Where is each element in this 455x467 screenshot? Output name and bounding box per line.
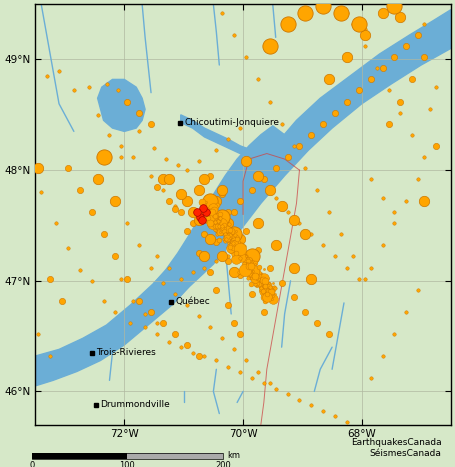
Text: 100: 100 (120, 461, 135, 467)
Text: Trois-Rivieres: Trois-Rivieres (96, 348, 156, 357)
Text: EarthquakesCanada
SéismesCanada: EarthquakesCanada SéismesCanada (351, 438, 441, 458)
Text: Drummondville: Drummondville (101, 400, 170, 409)
Polygon shape (181, 115, 252, 159)
Polygon shape (154, 126, 291, 305)
Text: km: km (228, 451, 241, 460)
Text: Chicoutimi-Jonquiere: Chicoutimi-Jonquiere (184, 118, 279, 127)
Polygon shape (98, 79, 145, 131)
Text: Québec: Québec (176, 297, 211, 306)
Text: 200: 200 (215, 461, 231, 467)
Polygon shape (35, 10, 451, 386)
Text: 0: 0 (29, 461, 35, 467)
